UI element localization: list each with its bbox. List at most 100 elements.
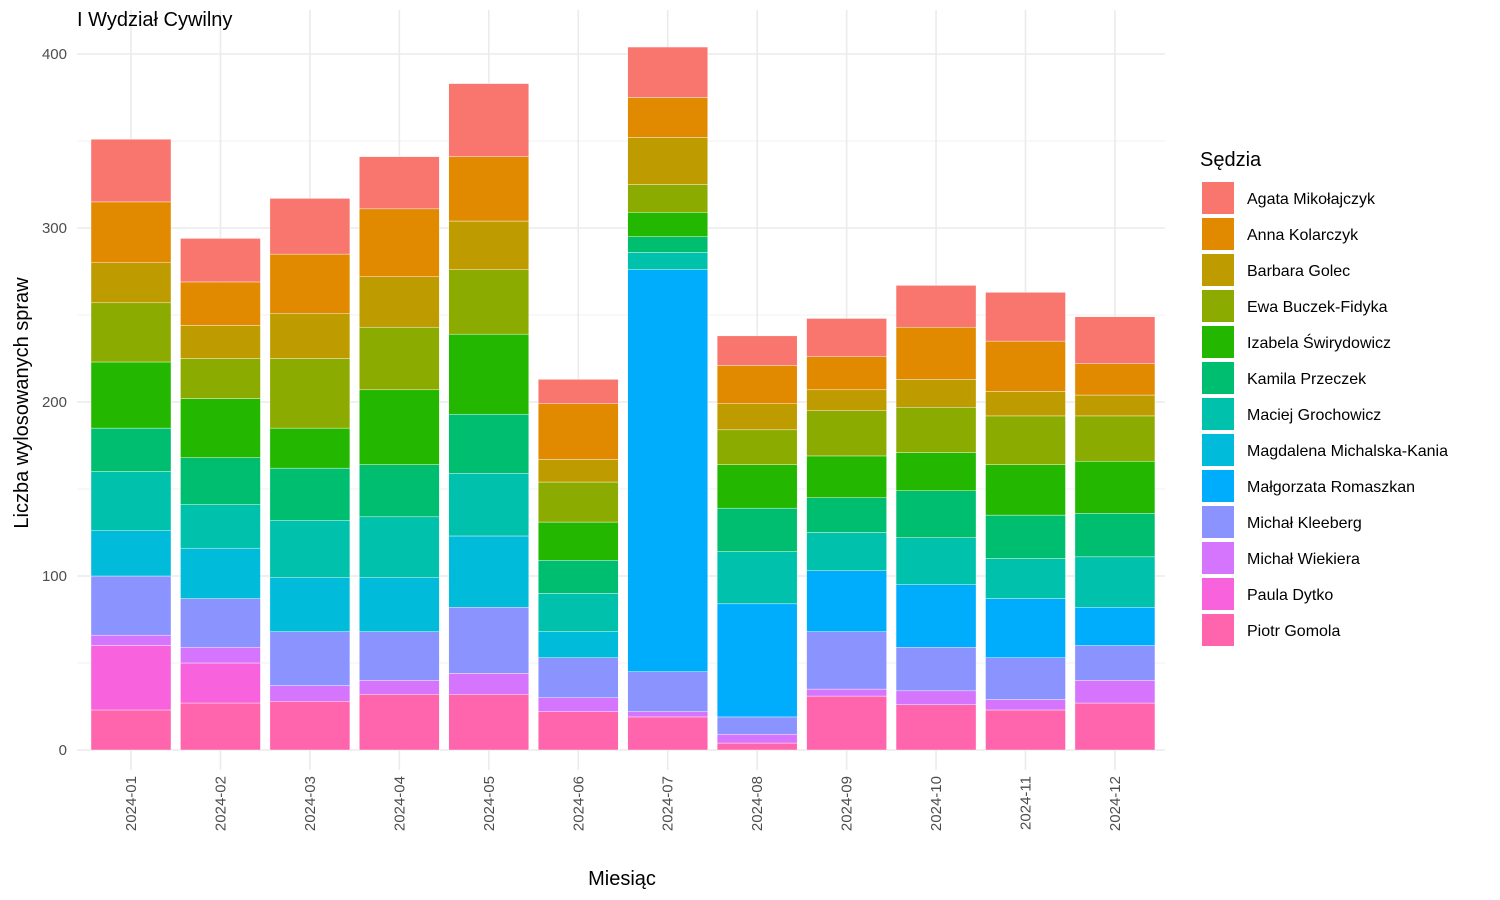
bar-segment <box>90 139 172 203</box>
legend-label: Magdalena Michalska-Kania <box>1247 443 1448 460</box>
legend-label: Małgorzata Romaszkan <box>1247 479 1415 496</box>
bar-segment <box>359 577 440 632</box>
bar-segment <box>627 46 708 98</box>
bar-segment <box>985 464 1066 516</box>
bar-segment <box>627 137 708 185</box>
bar-segment <box>359 464 440 518</box>
legend-label: Barbara Golec <box>1247 263 1350 280</box>
bar-segment <box>895 490 977 538</box>
x-tick-label: 2024-06 <box>570 776 587 831</box>
legend-swatch <box>1202 470 1234 502</box>
legend-label: Ewa Buczek-Fidyka <box>1247 299 1388 316</box>
legend-swatch <box>1202 326 1234 358</box>
bar-segment <box>716 734 798 744</box>
bar-segment <box>180 281 261 326</box>
bar-segment <box>90 201 172 263</box>
bar-segment <box>895 704 977 751</box>
bar-segment <box>269 631 351 686</box>
legend-title: Sędzia <box>1200 149 1262 171</box>
bar-segment <box>269 577 351 632</box>
legend-label: Maciej Grochowicz <box>1247 407 1381 424</box>
bar-segment <box>716 403 798 431</box>
y-tick-label: 0 <box>59 742 67 759</box>
x-tick-label: 2024-04 <box>391 776 408 831</box>
bar-segment <box>538 631 619 658</box>
bar-segment <box>985 558 1066 599</box>
y-tick-label: 100 <box>42 568 67 585</box>
bar-segment <box>895 647 977 692</box>
bar-segment <box>180 457 261 505</box>
bar-segment <box>627 671 708 712</box>
bar-segment <box>269 313 351 359</box>
bar-segment <box>716 742 798 751</box>
bar-segment <box>1074 394 1156 417</box>
bar-segment <box>1074 702 1156 751</box>
bar-segment <box>806 389 887 411</box>
bar-segment <box>180 398 261 458</box>
legend-label: Michał Kleeberg <box>1247 515 1362 532</box>
bar-segment <box>180 598 261 648</box>
bar-segment <box>806 356 887 391</box>
x-tick-label: 2024-05 <box>481 776 498 831</box>
legend-label: Paula Dytko <box>1247 587 1333 604</box>
bar-segment <box>90 427 172 472</box>
bar-segment <box>538 379 619 404</box>
bar-segment <box>180 547 261 599</box>
bar-segment <box>1074 680 1156 704</box>
bar-segment <box>716 603 798 718</box>
bar-segment <box>1074 460 1156 514</box>
bar-segment <box>627 711 708 718</box>
legend-swatch <box>1202 614 1234 646</box>
bar-segment <box>985 292 1066 342</box>
bar-segment <box>806 410 887 457</box>
y-tick-label: 300 <box>42 220 67 237</box>
bar-segment <box>895 326 977 380</box>
bar-segment <box>538 481 619 523</box>
bar-segment <box>1074 316 1156 364</box>
legend-swatch <box>1202 218 1234 250</box>
x-tick-label: 2024-07 <box>660 776 677 831</box>
bar-segment <box>716 716 798 735</box>
bar-segment <box>538 711 619 751</box>
y-tick-label: 400 <box>42 46 67 63</box>
x-tick-label: 2024-03 <box>302 776 319 831</box>
bar-segment <box>538 657 619 699</box>
bar-segment <box>985 340 1066 392</box>
bar-segment <box>985 391 1066 417</box>
bar-segment <box>538 560 619 594</box>
bar-segment <box>985 709 1066 751</box>
bar-segment <box>538 403 619 460</box>
bar-segment <box>180 358 261 399</box>
bar-segment <box>895 452 977 491</box>
bar-segment <box>627 269 708 672</box>
bar-segment <box>269 701 351 751</box>
bar-segment <box>806 532 887 571</box>
bar-segment <box>269 198 351 255</box>
bar-segment <box>1074 363 1156 396</box>
bar-segment <box>448 220 529 270</box>
legend-swatch <box>1202 434 1234 466</box>
bar-segment <box>627 236 708 253</box>
bar-segment <box>895 379 977 408</box>
bar-segment <box>627 252 708 270</box>
bar-segment <box>716 429 798 465</box>
bar-segment <box>269 253 351 314</box>
legend-swatch <box>1202 506 1234 538</box>
legend-label: Anna Kolarczyk <box>1247 227 1359 244</box>
bar-segment <box>359 694 440 751</box>
bar-segment <box>716 464 798 509</box>
bar-segment <box>269 467 351 521</box>
bar-segment <box>90 302 172 363</box>
bar-segment <box>806 318 887 357</box>
bar-segment <box>448 607 529 674</box>
bar-segment <box>985 514 1066 559</box>
bar-segment <box>90 645 172 711</box>
bar-segment <box>90 709 172 751</box>
legend: Sędzia Agata Mikołajczyk Anna Kolarczyk Ba… <box>1200 149 1448 646</box>
bar-segment <box>806 497 887 533</box>
legend-swatch <box>1202 362 1234 394</box>
bar-segment <box>180 325 261 359</box>
bar-segment <box>180 238 261 283</box>
bar-segment <box>359 208 440 277</box>
